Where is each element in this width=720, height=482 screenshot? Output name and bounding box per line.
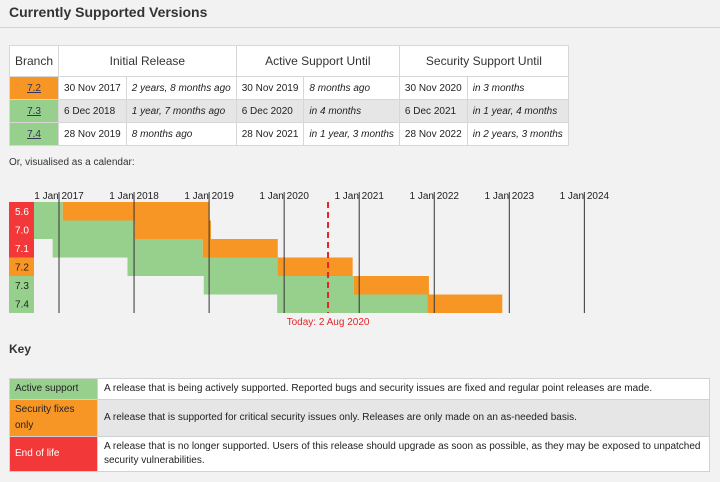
key-security-description: A release that is supported for critical… — [97, 399, 710, 437]
branch-label-box — [9, 276, 34, 295]
branch-cell: 7.2 — [8, 76, 60, 100]
key-security-fixes: Security fixes only — [9, 399, 98, 437]
active-support-bar — [34, 220, 135, 239]
calendar-branch-label: 7.4 — [15, 300, 29, 311]
col-header-branch: Branch — [8, 45, 60, 77]
active-support-bar — [127, 257, 278, 276]
initial-release-relative: 8 months ago — [125, 122, 237, 146]
branch-link-7-3[interactable]: 7.3 — [27, 105, 41, 117]
calendar-branch-label: 7.0 — [15, 226, 29, 237]
initial-release-date: 28 Nov 2019 — [58, 122, 127, 146]
initial-release-date: 30 Nov 2017 — [58, 76, 127, 100]
security-support-date: 6 Dec 2021 — [398, 99, 468, 123]
active-support-date: 28 Nov 2021 — [235, 122, 305, 146]
year-label: 1 Jan 2018 — [109, 191, 159, 202]
security-support-bar — [427, 294, 503, 313]
calendar-branch-label: 7.1 — [15, 244, 29, 255]
key-active-support: Active support — [9, 378, 98, 400]
branch-link-7-4[interactable]: 7.4 — [27, 128, 41, 140]
active-support-relative: 8 months ago — [303, 76, 400, 100]
table-header-row: Branch Initial Release Active Support Un… — [8, 45, 569, 77]
key-active-description: A release that is being actively support… — [97, 378, 710, 400]
active-support-relative: in 4 months — [303, 99, 400, 123]
security-support-bar — [353, 276, 429, 295]
security-support-date: 30 Nov 2020 — [398, 76, 468, 100]
active-support-bar — [34, 202, 63, 221]
security-support-relative: in 3 months — [466, 76, 569, 100]
key-row: End of life A release that is no longer … — [9, 436, 710, 472]
year-label: 1 Jan 2020 — [259, 191, 309, 202]
calendar-branch-label: 5.6 — [15, 207, 29, 218]
calendar-branch-label: 7.3 — [15, 281, 29, 292]
key-row: Security fixes only A release that is su… — [9, 399, 710, 437]
initial-release-date: 6 Dec 2018 — [58, 99, 127, 123]
branch-cell: 7.4 — [8, 122, 60, 146]
branch-link-7-2[interactable]: 7.2 — [27, 82, 41, 94]
table-row: 7.2 30 Nov 2017 2 years, 8 months ago 30… — [8, 76, 569, 100]
security-support-bar — [134, 220, 211, 239]
calendar-branch-label: 7.2 — [15, 263, 29, 274]
calendar-intro: Or, visualised as a calendar: — [9, 157, 135, 168]
heading-divider — [0, 27, 720, 28]
initial-release-relative: 1 year, 7 months ago — [125, 99, 237, 123]
key-heading: Key — [9, 342, 32, 356]
branch-label-box — [9, 220, 34, 239]
year-label: 1 Jan 2019 — [184, 191, 234, 202]
branch-label-box — [9, 257, 34, 276]
col-header-active-support: Active Support Until — [235, 45, 400, 77]
year-label: 1 Jan 2024 — [560, 191, 610, 202]
page-title: Currently Supported Versions — [9, 4, 208, 20]
security-support-bar — [277, 257, 353, 276]
active-support-date: 30 Nov 2019 — [235, 76, 305, 100]
security-support-bar — [62, 202, 209, 221]
year-label: 1 Jan 2022 — [410, 191, 460, 202]
security-support-relative: in 1 year, 4 months — [466, 99, 569, 123]
key-table: Active support A release that is being a… — [9, 378, 710, 472]
table-row: 7.3 6 Dec 2018 1 year, 7 months ago 6 De… — [8, 99, 569, 123]
key-row: Active support A release that is being a… — [9, 378, 710, 400]
security-support-bar — [202, 239, 278, 258]
branch-label-box — [9, 239, 34, 258]
col-header-initial-release: Initial Release — [58, 45, 237, 77]
supported-versions-table: Branch Initial Release Active Support Un… — [8, 45, 569, 146]
branch-cell: 7.3 — [8, 99, 60, 123]
year-label: 1 Jan 2023 — [485, 191, 535, 202]
col-header-security-support: Security Support Until — [398, 45, 569, 77]
security-support-date: 28 Nov 2022 — [398, 122, 468, 146]
year-label: 1 Jan 2017 — [34, 191, 84, 202]
initial-release-relative: 2 years, 8 months ago — [125, 76, 237, 100]
year-label: 1 Jan 2021 — [334, 191, 384, 202]
active-support-bar — [52, 239, 203, 258]
branch-label-box — [9, 202, 34, 221]
active-support-bar — [277, 294, 428, 313]
active-support-relative: in 1 year, 3 months — [303, 122, 400, 146]
key-end-of-life: End of life — [9, 436, 98, 472]
security-support-relative: in 2 years, 3 months — [466, 122, 569, 146]
table-row: 7.4 28 Nov 2019 8 months ago 28 Nov 2021… — [8, 122, 569, 146]
key-eol-description: A release that is no longer supported. U… — [97, 436, 710, 472]
active-support-date: 6 Dec 2020 — [235, 99, 305, 123]
branch-label-box — [9, 294, 34, 313]
support-calendar: 5.6 7.0 7.1 7.2 7.3 7.4 1 Jan 2017 1 Jan 2018 1 … — [9, 191, 610, 328]
today-label: Today: 2 Aug 2020 — [287, 317, 370, 328]
active-support-bar — [203, 276, 354, 295]
